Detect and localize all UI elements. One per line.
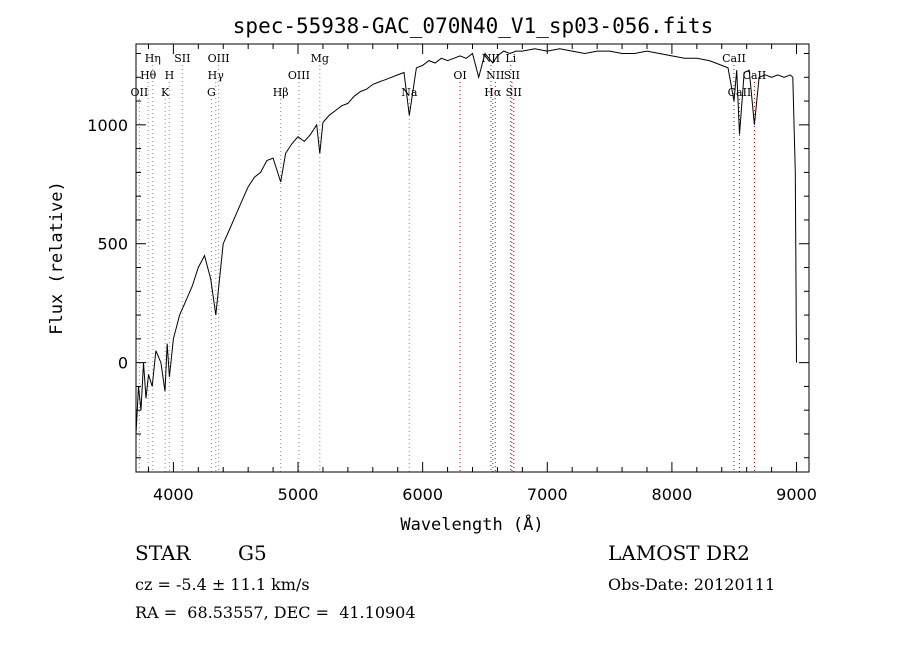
y-tick-label: 500	[97, 235, 128, 254]
axes: 4000 5000 6000 7000 8000 9000 0 500 1000	[87, 44, 817, 504]
marker-label: CaII	[722, 52, 746, 65]
line-markers: OIIHθHηKHSIIGHγOIIIHβOIIIMgNaOINIIHαNIIL…	[131, 52, 767, 472]
spectrum-line	[135, 48, 797, 435]
marker-label: OII	[131, 86, 149, 99]
marker-label: Hγ	[208, 69, 225, 82]
marker-label: SII	[506, 86, 522, 99]
x-axis-label: Wavelength (Å)	[400, 513, 543, 535]
marker-label: SII	[504, 69, 520, 82]
y-axis-label: Flux (relative)	[47, 181, 67, 335]
x-tick-label: 7000	[527, 485, 568, 504]
class-label: STAR	[135, 541, 191, 565]
marker-label: Hθ	[140, 69, 157, 82]
marker-label: CaII	[743, 69, 767, 82]
redshift-text: cz = -5.4 ± 11.1 km/s	[135, 575, 310, 594]
marker-label: OI	[453, 69, 466, 82]
marker-label: OIII	[288, 69, 310, 82]
marker-label: Li	[505, 52, 516, 65]
marker-label: Hα	[484, 86, 502, 99]
x-tick-label: 9000	[776, 485, 817, 504]
x-tick-label: 8000	[652, 485, 693, 504]
marker-label: Hη	[145, 52, 161, 65]
coordinates-text: RA = 68.53557, DEC = 41.10904	[135, 603, 416, 622]
plot-frame	[135, 43, 810, 473]
survey-label: LAMOST DR2	[608, 541, 750, 565]
marker-label: K	[161, 86, 170, 99]
marker-label: Hβ	[273, 86, 289, 99]
marker-label: OIII	[208, 52, 230, 65]
x-tick-label: 6000	[402, 485, 443, 504]
chart-title: spec-55938-GAC_070N40_V1_sp03-056.fits	[233, 14, 713, 38]
subclass-label: G5	[238, 541, 267, 565]
marker-label: Mg	[311, 52, 329, 65]
y-tick-label: 0	[118, 354, 128, 373]
marker-label: Na	[401, 86, 418, 99]
marker-label: SII	[174, 52, 190, 65]
x-tick-label: 4000	[153, 485, 194, 504]
y-tick-label: 1000	[87, 116, 128, 135]
obs-date-text: Obs-Date: 20120111	[608, 575, 776, 594]
x-tick-label: 5000	[278, 485, 319, 504]
marker-label: G	[207, 86, 216, 99]
marker-label: H	[165, 69, 175, 82]
marker-label: NII	[486, 69, 504, 82]
